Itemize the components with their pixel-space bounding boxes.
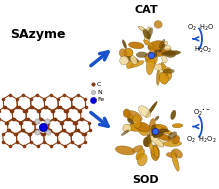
Ellipse shape: [164, 45, 171, 50]
Ellipse shape: [148, 41, 164, 51]
Ellipse shape: [124, 48, 133, 57]
Ellipse shape: [143, 29, 150, 39]
Ellipse shape: [120, 56, 129, 65]
Ellipse shape: [135, 122, 150, 132]
Ellipse shape: [126, 111, 142, 122]
Ellipse shape: [138, 106, 151, 117]
Ellipse shape: [129, 42, 144, 49]
Ellipse shape: [151, 145, 160, 161]
Ellipse shape: [126, 61, 134, 69]
Ellipse shape: [166, 153, 177, 157]
Ellipse shape: [146, 54, 154, 75]
Ellipse shape: [154, 64, 163, 70]
Ellipse shape: [136, 52, 147, 58]
Ellipse shape: [143, 40, 154, 47]
Ellipse shape: [153, 146, 159, 157]
Ellipse shape: [121, 130, 129, 136]
Ellipse shape: [158, 64, 172, 79]
Ellipse shape: [124, 110, 133, 119]
Ellipse shape: [168, 132, 177, 139]
Text: O$_2$$^{\bullet -}$: O$_2$$^{\bullet -}$: [193, 107, 211, 118]
Ellipse shape: [126, 56, 139, 63]
Ellipse shape: [171, 150, 179, 171]
Ellipse shape: [152, 130, 162, 137]
Ellipse shape: [138, 26, 148, 33]
Ellipse shape: [143, 137, 151, 147]
Ellipse shape: [159, 39, 165, 48]
Ellipse shape: [133, 115, 141, 128]
Ellipse shape: [147, 28, 153, 39]
Ellipse shape: [171, 110, 176, 120]
Ellipse shape: [119, 49, 127, 57]
Ellipse shape: [123, 109, 130, 117]
Ellipse shape: [161, 62, 168, 76]
Ellipse shape: [149, 119, 155, 136]
Ellipse shape: [159, 129, 169, 132]
Ellipse shape: [115, 146, 135, 155]
Ellipse shape: [144, 27, 151, 45]
Ellipse shape: [162, 51, 180, 56]
Ellipse shape: [147, 134, 151, 144]
Ellipse shape: [155, 132, 172, 141]
Ellipse shape: [150, 124, 168, 133]
Ellipse shape: [123, 124, 131, 132]
Ellipse shape: [163, 69, 174, 73]
Ellipse shape: [127, 118, 134, 124]
Text: C: C: [97, 82, 101, 87]
Ellipse shape: [151, 125, 157, 136]
Text: N: N: [97, 90, 102, 94]
Ellipse shape: [145, 57, 152, 62]
Ellipse shape: [145, 52, 154, 60]
Ellipse shape: [164, 141, 182, 147]
Ellipse shape: [146, 101, 157, 117]
Text: O$_2$  H$_2$O: O$_2$ H$_2$O: [187, 23, 215, 33]
Text: SOD: SOD: [132, 175, 159, 185]
Ellipse shape: [156, 70, 160, 85]
Ellipse shape: [172, 149, 182, 158]
Ellipse shape: [127, 123, 144, 131]
Ellipse shape: [130, 61, 144, 67]
Ellipse shape: [153, 125, 172, 135]
Ellipse shape: [172, 124, 183, 128]
Ellipse shape: [130, 56, 137, 65]
Ellipse shape: [147, 135, 154, 155]
Ellipse shape: [137, 123, 148, 136]
Ellipse shape: [154, 49, 162, 53]
Text: CAT: CAT: [134, 5, 158, 15]
Ellipse shape: [166, 67, 171, 81]
Ellipse shape: [148, 44, 154, 50]
Ellipse shape: [165, 51, 176, 57]
Text: Fe: Fe: [97, 97, 104, 102]
Ellipse shape: [156, 138, 164, 146]
Ellipse shape: [172, 135, 180, 144]
Ellipse shape: [156, 41, 168, 52]
Ellipse shape: [160, 44, 165, 52]
Text: SAzyme: SAzyme: [10, 28, 65, 41]
Ellipse shape: [155, 116, 159, 121]
Ellipse shape: [162, 56, 167, 63]
Ellipse shape: [150, 55, 156, 68]
Ellipse shape: [122, 40, 127, 49]
Ellipse shape: [154, 50, 157, 57]
Ellipse shape: [153, 132, 164, 138]
Ellipse shape: [150, 136, 164, 147]
Ellipse shape: [149, 48, 157, 64]
Ellipse shape: [132, 146, 143, 152]
Text: O$_2$  H$_2$O$_2$: O$_2$ H$_2$O$_2$: [186, 135, 216, 145]
Ellipse shape: [157, 48, 171, 56]
Ellipse shape: [137, 153, 147, 166]
Ellipse shape: [154, 21, 162, 28]
Ellipse shape: [159, 72, 168, 84]
Ellipse shape: [136, 149, 145, 160]
Text: H$_2$O$_2$: H$_2$O$_2$: [194, 45, 212, 55]
